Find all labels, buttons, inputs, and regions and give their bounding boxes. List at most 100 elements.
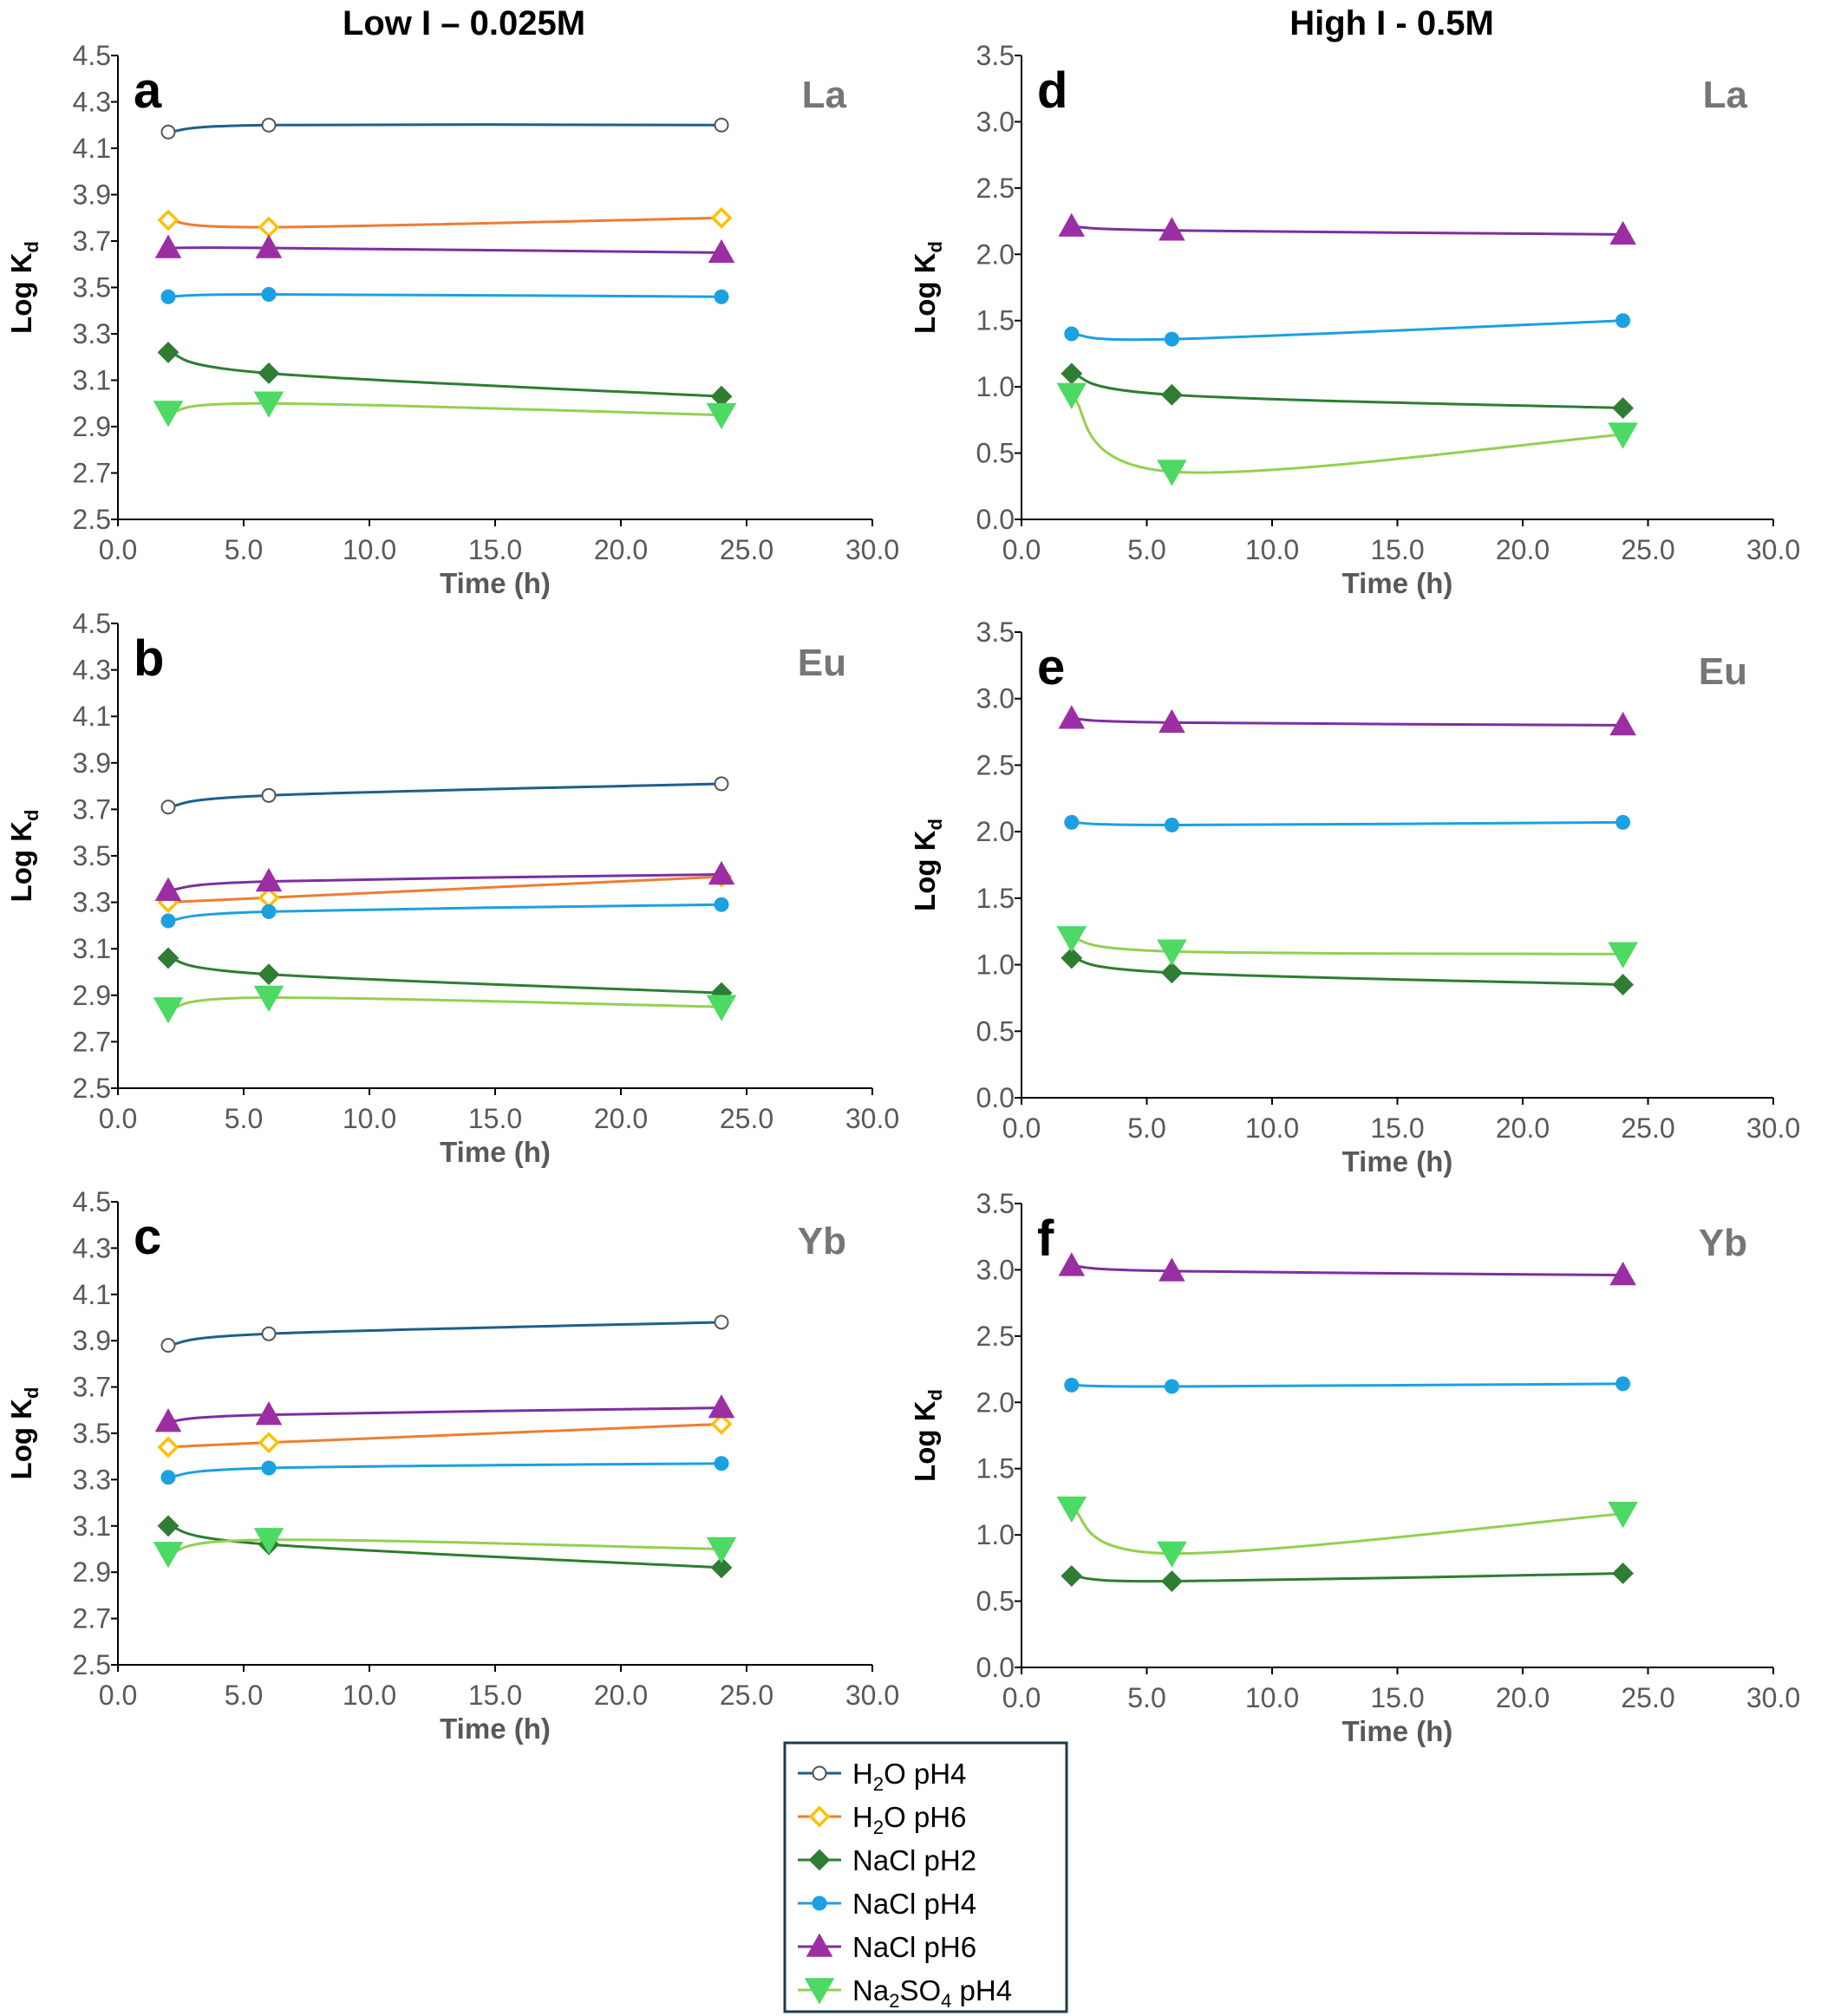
panel-letter: c xyxy=(134,1209,161,1265)
data-point xyxy=(160,124,176,140)
data-point xyxy=(706,1536,737,1564)
data-point xyxy=(710,206,733,229)
x-tick-label: 15.0 xyxy=(1370,1682,1424,1713)
x-tick-label: 0.0 xyxy=(99,1103,137,1134)
legend-swatch-marker xyxy=(812,1765,827,1781)
data-point xyxy=(255,234,283,258)
series-na2so4_ph4 xyxy=(1056,926,1638,969)
y-tick-label: 1.5 xyxy=(976,883,1015,914)
x-tick-label: 10.0 xyxy=(1245,1112,1299,1144)
x-tick-label: 15.0 xyxy=(468,1103,522,1134)
y-tick-label: 3.1 xyxy=(73,933,111,964)
data-point xyxy=(157,1436,179,1458)
x-tick-label: 30.0 xyxy=(845,1103,899,1134)
panel-letter: e xyxy=(1037,639,1065,695)
panel-b: 2.5 2.7 2.9 3.1 3.3 3.5 3.7 3.9 4.1 4.3 4.5 0.0 5.0 1… xyxy=(5,608,899,1168)
y-tick-label: 2.7 xyxy=(73,458,111,489)
series-nacl_ph4 xyxy=(1064,1376,1631,1394)
x-tick-label: 20.0 xyxy=(594,1103,648,1134)
data-point xyxy=(1612,397,1635,420)
series-line xyxy=(167,782,722,809)
y-tick-label: 3.3 xyxy=(73,887,111,918)
data-point xyxy=(1615,814,1631,830)
data-point xyxy=(1615,313,1631,329)
legend-label: NaCl pH6 xyxy=(852,1931,976,1963)
y-tick-label: 3.0 xyxy=(976,683,1015,714)
y-tick-label: 3.1 xyxy=(73,1510,111,1542)
y-tick-label: 4.3 xyxy=(73,87,111,118)
data-point xyxy=(258,1432,280,1454)
legend-label: NaCl pH4 xyxy=(852,1888,976,1920)
legend-item-nacl_ph2: NaCl pH2 xyxy=(798,1844,976,1876)
y-axis-label: Log Kd xyxy=(5,810,42,903)
data-point xyxy=(1612,974,1635,995)
x-axis-label: Time (h) xyxy=(1342,1715,1453,1747)
legend-swatch-marker xyxy=(812,1895,827,1911)
data-point xyxy=(1157,1541,1187,1569)
series-line xyxy=(1070,394,1623,474)
y-tick-label: 2.0 xyxy=(976,238,1015,270)
y-tick-label: 1.5 xyxy=(976,1453,1015,1484)
series-line xyxy=(1071,820,1623,826)
panel-letter: d xyxy=(1037,62,1067,119)
y-tick-label: 2.9 xyxy=(73,1556,111,1588)
data-point xyxy=(157,341,179,363)
y-tick-label: 1.0 xyxy=(976,1519,1015,1550)
legend-label: H2O pH6 xyxy=(852,1801,966,1838)
series-nacl_ph6 xyxy=(1058,1252,1636,1286)
series-nacl_ph6 xyxy=(154,234,735,264)
y-tick-label: 0.5 xyxy=(976,1015,1015,1047)
legend-item-nacl_ph4: NaCl pH4 xyxy=(798,1888,976,1920)
x-tick-label: 20.0 xyxy=(1496,1112,1550,1144)
x-tick-label: 30.0 xyxy=(1746,534,1800,565)
x-tick-label: 25.0 xyxy=(1621,1682,1674,1713)
x-axis-label: Time (h) xyxy=(1342,1145,1453,1178)
y-axis-label: Log Kd xyxy=(909,819,946,911)
data-point xyxy=(1061,947,1083,969)
data-point xyxy=(154,234,182,258)
series-line xyxy=(167,401,722,417)
data-point xyxy=(1058,212,1086,237)
series-na2so4_ph4 xyxy=(153,1528,737,1569)
series-nacl_ph2 xyxy=(157,341,733,408)
panel-letter: a xyxy=(134,62,162,119)
x-tick-label: 25.0 xyxy=(720,1103,773,1134)
x-tick-label: 15.0 xyxy=(1370,1112,1424,1144)
series-na2so4_ph4 xyxy=(153,985,737,1024)
data-point xyxy=(157,1515,179,1537)
x-tick-label: 25.0 xyxy=(1621,1112,1674,1144)
data-point xyxy=(153,997,184,1024)
data-point xyxy=(710,1413,733,1435)
series-nacl_ph6 xyxy=(1058,212,1636,245)
data-point xyxy=(1064,326,1080,342)
y-tick-label: 0.0 xyxy=(976,1652,1015,1683)
y-tick-label: 3.7 xyxy=(73,225,111,257)
data-point xyxy=(261,117,277,133)
data-point xyxy=(261,787,277,803)
series-line xyxy=(167,1538,722,1556)
x-tick-label: 0.0 xyxy=(1002,1112,1041,1144)
series-line xyxy=(1071,956,1623,987)
data-point xyxy=(714,1315,729,1330)
data-point xyxy=(1056,1496,1087,1523)
data-point xyxy=(1159,708,1185,734)
y-tick-label: 4.3 xyxy=(73,1232,111,1263)
column-title-right: High I - 0.5M xyxy=(1289,4,1494,42)
x-tick-label: 25.0 xyxy=(720,534,773,565)
series-nacl_ph2 xyxy=(1061,947,1635,995)
y-tick-label: 3.5 xyxy=(73,840,111,871)
x-tick-label: 15.0 xyxy=(1370,534,1424,565)
series-nacl_ph2 xyxy=(157,1515,733,1579)
series-line xyxy=(167,1524,722,1569)
data-point xyxy=(1609,711,1636,736)
data-point xyxy=(1160,1570,1183,1593)
series-nacl_ph6 xyxy=(154,860,735,901)
x-tick-label: 25.0 xyxy=(1621,534,1674,565)
y-tick-label: 2.9 xyxy=(73,411,111,442)
data-point xyxy=(1159,217,1185,241)
series-h2o_ph6 xyxy=(157,206,733,238)
series-nacl_ph6 xyxy=(1058,705,1636,736)
legend-label: H2O pH4 xyxy=(852,1758,966,1795)
data-point xyxy=(1608,942,1638,969)
x-tick-label: 5.0 xyxy=(225,1103,263,1134)
